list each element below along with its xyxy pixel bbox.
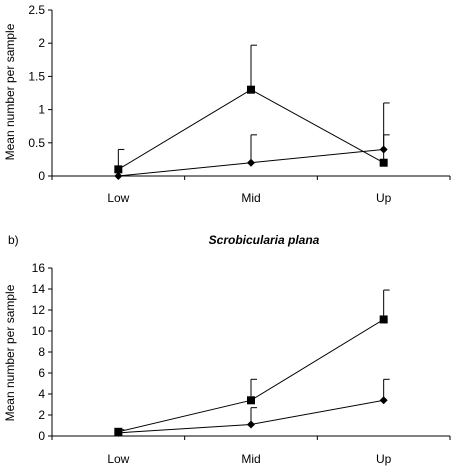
data-point-diamond xyxy=(379,396,388,405)
y-axis-label: Mean number per sample xyxy=(3,284,17,421)
y-tick-label: 10 xyxy=(32,324,46,338)
data-point-square xyxy=(247,85,255,94)
data-point-square xyxy=(379,158,388,167)
panel-label: b) xyxy=(8,233,19,247)
y-tick-label: 16 xyxy=(32,261,46,275)
chart-title: Scrobicularia plana xyxy=(209,233,320,247)
y-tick-label: 0 xyxy=(38,169,45,183)
x-tick-label: Mid xyxy=(241,191,260,205)
y-tick-label: 6 xyxy=(38,366,45,380)
data-point-diamond xyxy=(114,428,123,437)
x-tick-label: Mid xyxy=(241,452,260,466)
data-point-diamond xyxy=(379,145,388,154)
chart-panel-a: Mean number per sample 0 0.5 1 1.5 2 2.5 Low Mi… xyxy=(3,3,451,205)
y-tick-label: 2 xyxy=(38,36,45,50)
y-axis-label: Mean number per sample xyxy=(3,23,17,160)
y-tick-label: 1.5 xyxy=(28,69,45,83)
y-tick-label: 12 xyxy=(32,303,46,317)
series-square xyxy=(114,289,390,436)
y-tick-label: 2.5 xyxy=(28,3,45,17)
y-tick-label: 8 xyxy=(38,345,45,359)
chart-panel-b: b) Scrobicularia plana Mean number per s… xyxy=(3,233,451,466)
data-point-diamond xyxy=(247,420,255,429)
series-square xyxy=(114,44,390,174)
y-tick-label: 4 xyxy=(38,387,45,401)
x-tick-label: Up xyxy=(376,191,392,205)
y-tick-label: 14 xyxy=(32,282,46,296)
data-point-diamond xyxy=(247,158,255,167)
y-tick-label: 1 xyxy=(38,103,45,117)
data-point-square xyxy=(247,396,255,405)
x-tick-label: Low xyxy=(107,191,129,205)
series-diamond xyxy=(114,102,390,180)
y-tick-label: 0 xyxy=(38,429,45,443)
x-tick-label: Low xyxy=(107,452,129,466)
y-tick-label: 0.5 xyxy=(28,136,45,150)
data-point-diamond xyxy=(114,172,123,180)
data-point-square xyxy=(114,165,123,174)
series-diamond xyxy=(114,378,390,437)
data-point-square xyxy=(379,315,388,324)
y-tick-label: 2 xyxy=(38,408,45,422)
x-tick-label: Up xyxy=(376,452,392,466)
